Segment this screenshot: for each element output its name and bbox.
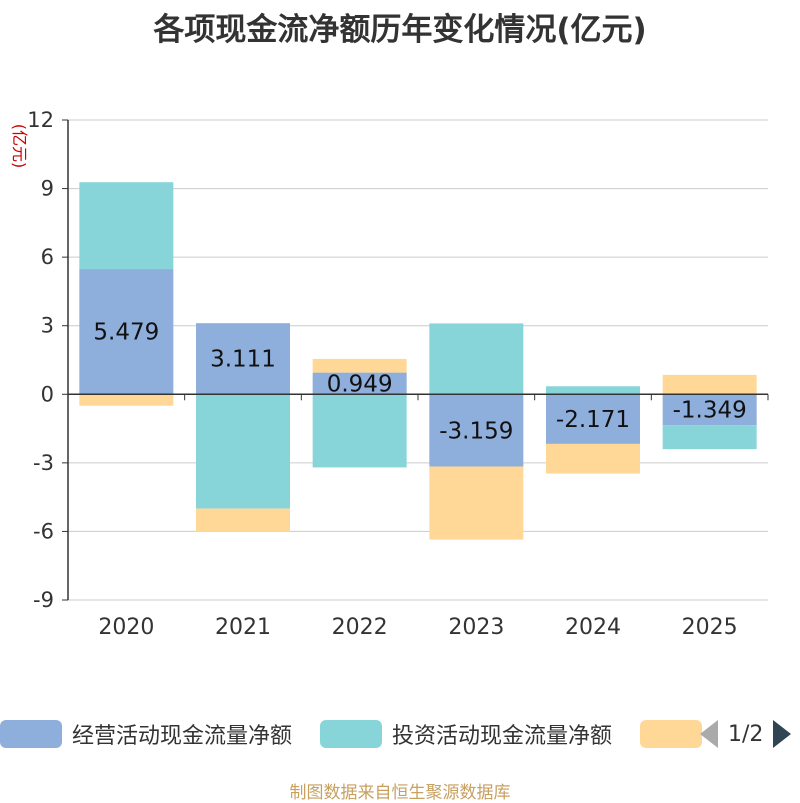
data-label: 0.949 [327, 371, 393, 397]
y-tick-label: -6 [33, 519, 54, 543]
bar-3[interactable] [79, 394, 174, 406]
bar-1[interactable] [662, 394, 757, 426]
bar-1[interactable] [196, 323, 290, 395]
legend-swatch [0, 720, 62, 748]
bar-1[interactable] [79, 269, 174, 395]
legend-swatch [640, 720, 702, 748]
bar-1[interactable] [312, 372, 407, 395]
data-label: 5.479 [93, 320, 159, 346]
y-tick-label: 0 [41, 382, 54, 406]
y-tick-label: 9 [41, 177, 54, 201]
bar-3[interactable] [196, 508, 290, 532]
x-tick-label: 2023 [448, 615, 504, 640]
bar-2[interactable] [662, 425, 757, 450]
axes: 12 9 6 3 0 -3 -6 -9 2020 2021 2022 2023 2024 2025 [27, 108, 769, 640]
legend-item[interactable]: 经营活动现金流量净额 [0, 716, 292, 752]
legend-prev-icon[interactable] [700, 720, 718, 748]
bars [79, 182, 757, 540]
bar-3[interactable] [662, 374, 757, 395]
data-label: -2.171 [556, 407, 630, 433]
legend-item[interactable] [640, 716, 702, 752]
y-tick-label: 3 [41, 314, 54, 338]
bar-3[interactable] [429, 466, 524, 540]
y-tick-label: -3 [33, 451, 54, 475]
legend: 经营活动现金流量净额 投资活动现金流量净额 [0, 716, 800, 752]
bar-2[interactable] [312, 394, 407, 468]
x-tick-label: 2022 [332, 615, 388, 640]
chart-title: 各项现金流净额历年变化情况(亿元) [153, 12, 647, 48]
legend-swatch [320, 720, 382, 748]
y-tick-label: -9 [33, 588, 54, 612]
bar-3[interactable] [546, 443, 640, 474]
x-tick-label: 2024 [565, 615, 621, 640]
bar-2[interactable] [429, 323, 524, 395]
legend-page-indicator: 1/2 [728, 721, 764, 747]
legend-next-icon[interactable] [773, 720, 792, 748]
bar-3[interactable] [312, 358, 407, 373]
bar-1[interactable] [429, 394, 524, 467]
x-tick-label: 2025 [682, 615, 738, 640]
y-tick-label: 6 [41, 245, 54, 269]
grid [68, 119, 768, 601]
x-tick-label: 2020 [98, 615, 154, 640]
chart: 12 9 6 3 0 -3 -6 -9 2020 2021 2022 2023 2024 2025 5.4… [10, 108, 769, 640]
bar-1[interactable] [546, 394, 640, 444]
y-tick-label: 12 [27, 108, 54, 132]
y-axis-label: (亿元) [10, 124, 29, 169]
legend-item[interactable]: 投资活动现金流量净额 [320, 716, 612, 752]
x-tick-label: 2021 [215, 615, 271, 640]
legend-label: 经营活动现金流量净额 [72, 724, 293, 749]
data-labels: 5.479 3.111 0.949 -3.159 -2.171 -1.349 [93, 320, 746, 445]
legend-pager: 1/2 [700, 716, 792, 752]
bar-2[interactable] [196, 394, 290, 509]
source-footer: 制图数据来自恒生聚源数据库 [289, 783, 511, 803]
data-label: 3.111 [210, 347, 276, 373]
data-label: -3.159 [439, 418, 513, 444]
data-label: -1.349 [673, 398, 747, 424]
legend-label: 投资活动现金流量净额 [392, 724, 613, 749]
bar-2[interactable] [546, 386, 640, 395]
bar-2[interactable] [79, 182, 174, 270]
